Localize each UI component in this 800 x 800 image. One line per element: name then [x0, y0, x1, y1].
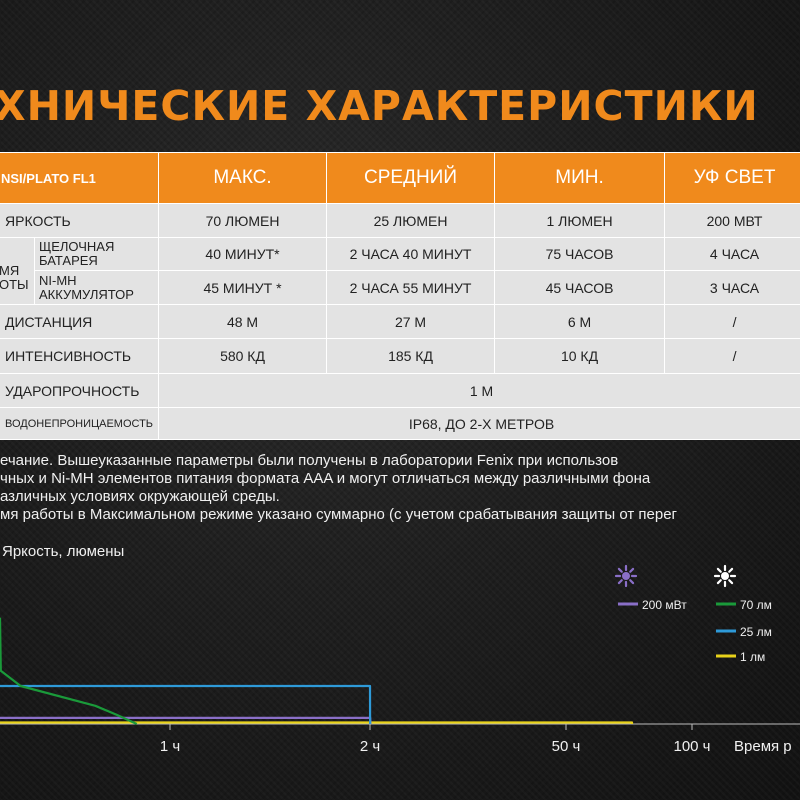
x-axis-label: Время р: [734, 738, 792, 755]
row-label-alkaline: ЩЕЛОЧНАЯ БАТАРЕЯ: [33, 237, 160, 271]
series-line-0: [0, 617, 138, 726]
row-label-brightness: ЯРКОСТЬ: [0, 203, 160, 238]
cell-value: 3 ЧАСА: [664, 270, 800, 305]
alkaline-label-line1: ЩЕЛОЧНАЯ: [39, 239, 115, 254]
header-mid: СРЕДНИЙ: [326, 152, 496, 204]
y-axis-label: Яркость, люмены: [2, 543, 124, 560]
header-min: МИН.: [494, 152, 666, 204]
cell-value: 45 МИНУТ *: [158, 270, 328, 305]
table-row: ИНТЕНСИВНОСТЬ 580 КД 185 КД 10 КД /: [0, 338, 800, 374]
header-uv: УФ СВЕТ: [664, 152, 800, 204]
white-sun-icon: [713, 564, 737, 588]
x-tick-label: 100 ч: [673, 738, 710, 755]
cell-value: 70 ЛЮМЕН: [158, 203, 328, 238]
model-name: NSI/PLATO FL1: [0, 152, 160, 204]
cell-value: 1 М: [158, 373, 800, 408]
row-label-intensity: ИНТЕНСИВНОСТЬ: [0, 338, 160, 374]
table-row: NI-MH АККУМУЛЯТОР 45 МИНУТ * 2 ЧАСА 55 МИ…: [0, 270, 800, 305]
notes-block: ечание. Вышеуказанные параметры были пол…: [0, 452, 800, 524]
runtime-chart: Яркость, люмены 1 ч 2 ч 50 ч 100 ч Время р 200…: [0, 543, 800, 755]
note-line: ечание. Вышеуказанные параметры были пол…: [0, 452, 619, 469]
legend-label: 1 лм: [740, 650, 765, 664]
x-tick-label: 1 ч: [160, 738, 180, 755]
cell-value: /: [664, 304, 800, 339]
cell-value: 6 М: [494, 304, 666, 339]
note-line: азличных условиях окружающей среды.: [0, 488, 280, 505]
table-row: УДАРОПРОЧНОСТЬ 1 М: [0, 373, 800, 408]
cell-value: 580 КД: [158, 338, 328, 374]
cell-value: 45 ЧАСОВ: [494, 270, 666, 305]
cell-value: 40 МИНУТ*: [158, 237, 328, 271]
alkaline-label-line2: БАТАРЕЯ: [39, 253, 98, 268]
legend-label: 70 лм: [740, 598, 772, 612]
cell-value: 4 ЧАСА: [664, 237, 800, 271]
page-title: ХНИЧЕСКИЕ ХАРАКТЕРИСТИКИ: [0, 82, 759, 130]
table-row: ДИСТАНЦИЯ 48 М 27 М 6 М /: [0, 304, 800, 339]
legend-label: 200 мВт: [642, 598, 687, 612]
nimh-label-line2: АККУМУЛЯТОР: [39, 286, 134, 302]
uv-sun-icon: [614, 564, 638, 588]
cell-value: 48 М: [158, 304, 328, 339]
cell-value: IP68, ДО 2-Х МЕТРОВ: [158, 407, 800, 440]
series-line-3: [0, 721, 634, 724]
cell-value: 25 ЛЮМЕН: [326, 203, 496, 238]
x-tick-label: 50 ч: [552, 738, 581, 755]
cell-value: 2 ЧАСА 55 МИНУТ: [326, 270, 496, 305]
spec-table: NSI/PLATO FL1 МАКС. СРЕДНИЙ МИН. УФ СВЕТ…: [0, 152, 800, 440]
cell-value: 27 М: [326, 304, 496, 339]
cell-value: 75 ЧАСОВ: [494, 237, 666, 271]
row-label-impact: УДАРОПРОЧНОСТЬ: [0, 373, 160, 408]
cell-value: /: [664, 338, 800, 374]
x-tick-label: 2 ч: [360, 738, 380, 755]
cell-value: 10 КД: [494, 338, 666, 374]
runtime-label-line2: ОТЫ: [0, 277, 29, 292]
row-label-nimh: NI-MH АККУМУЛЯТОР: [33, 270, 160, 305]
table-row: МЯ ОТЫ ЩЕЛОЧНАЯ БАТАРЕЯ 40 МИНУТ* 2 ЧАСА 4…: [0, 237, 800, 305]
table-header-row: NSI/PLATO FL1 МАКС. СРЕДНИЙ МИН. УФ СВЕТ: [0, 152, 800, 204]
header-max: МАКС.: [158, 152, 328, 204]
table-row: ЯРКОСТЬ 70 ЛЮМЕН 25 ЛЮМЕН 1 ЛЮМЕН 200 МВ…: [0, 203, 800, 238]
note-line: мя работы в Максимальном режиме указано …: [0, 506, 678, 523]
series-line-1: [0, 684, 372, 725]
cell-value: 2 ЧАСА 40 МИНУТ: [326, 237, 496, 271]
row-label-runtime: МЯ ОТЫ: [0, 237, 35, 305]
legend-label: 25 лм: [740, 625, 772, 639]
cell-value: 1 ЛЮМЕН: [494, 203, 666, 238]
table-row: ВОДОНЕПРОНИЦАЕМОСТЬ IP68, ДО 2-Х МЕТРОВ: [0, 407, 800, 440]
cell-value: 200 МВТ: [664, 203, 800, 238]
nimh-label-line1: NI-MH: [39, 272, 77, 288]
row-label-distance: ДИСТАНЦИЯ: [0, 304, 160, 339]
cell-value: 185 КД: [326, 338, 496, 374]
runtime-label-line1: МЯ: [0, 263, 20, 278]
note-line: чных и Ni-MH элементов питания формата A…: [0, 470, 651, 487]
row-label-waterproof: ВОДОНЕПРОНИЦАЕМОСТЬ: [0, 407, 160, 440]
